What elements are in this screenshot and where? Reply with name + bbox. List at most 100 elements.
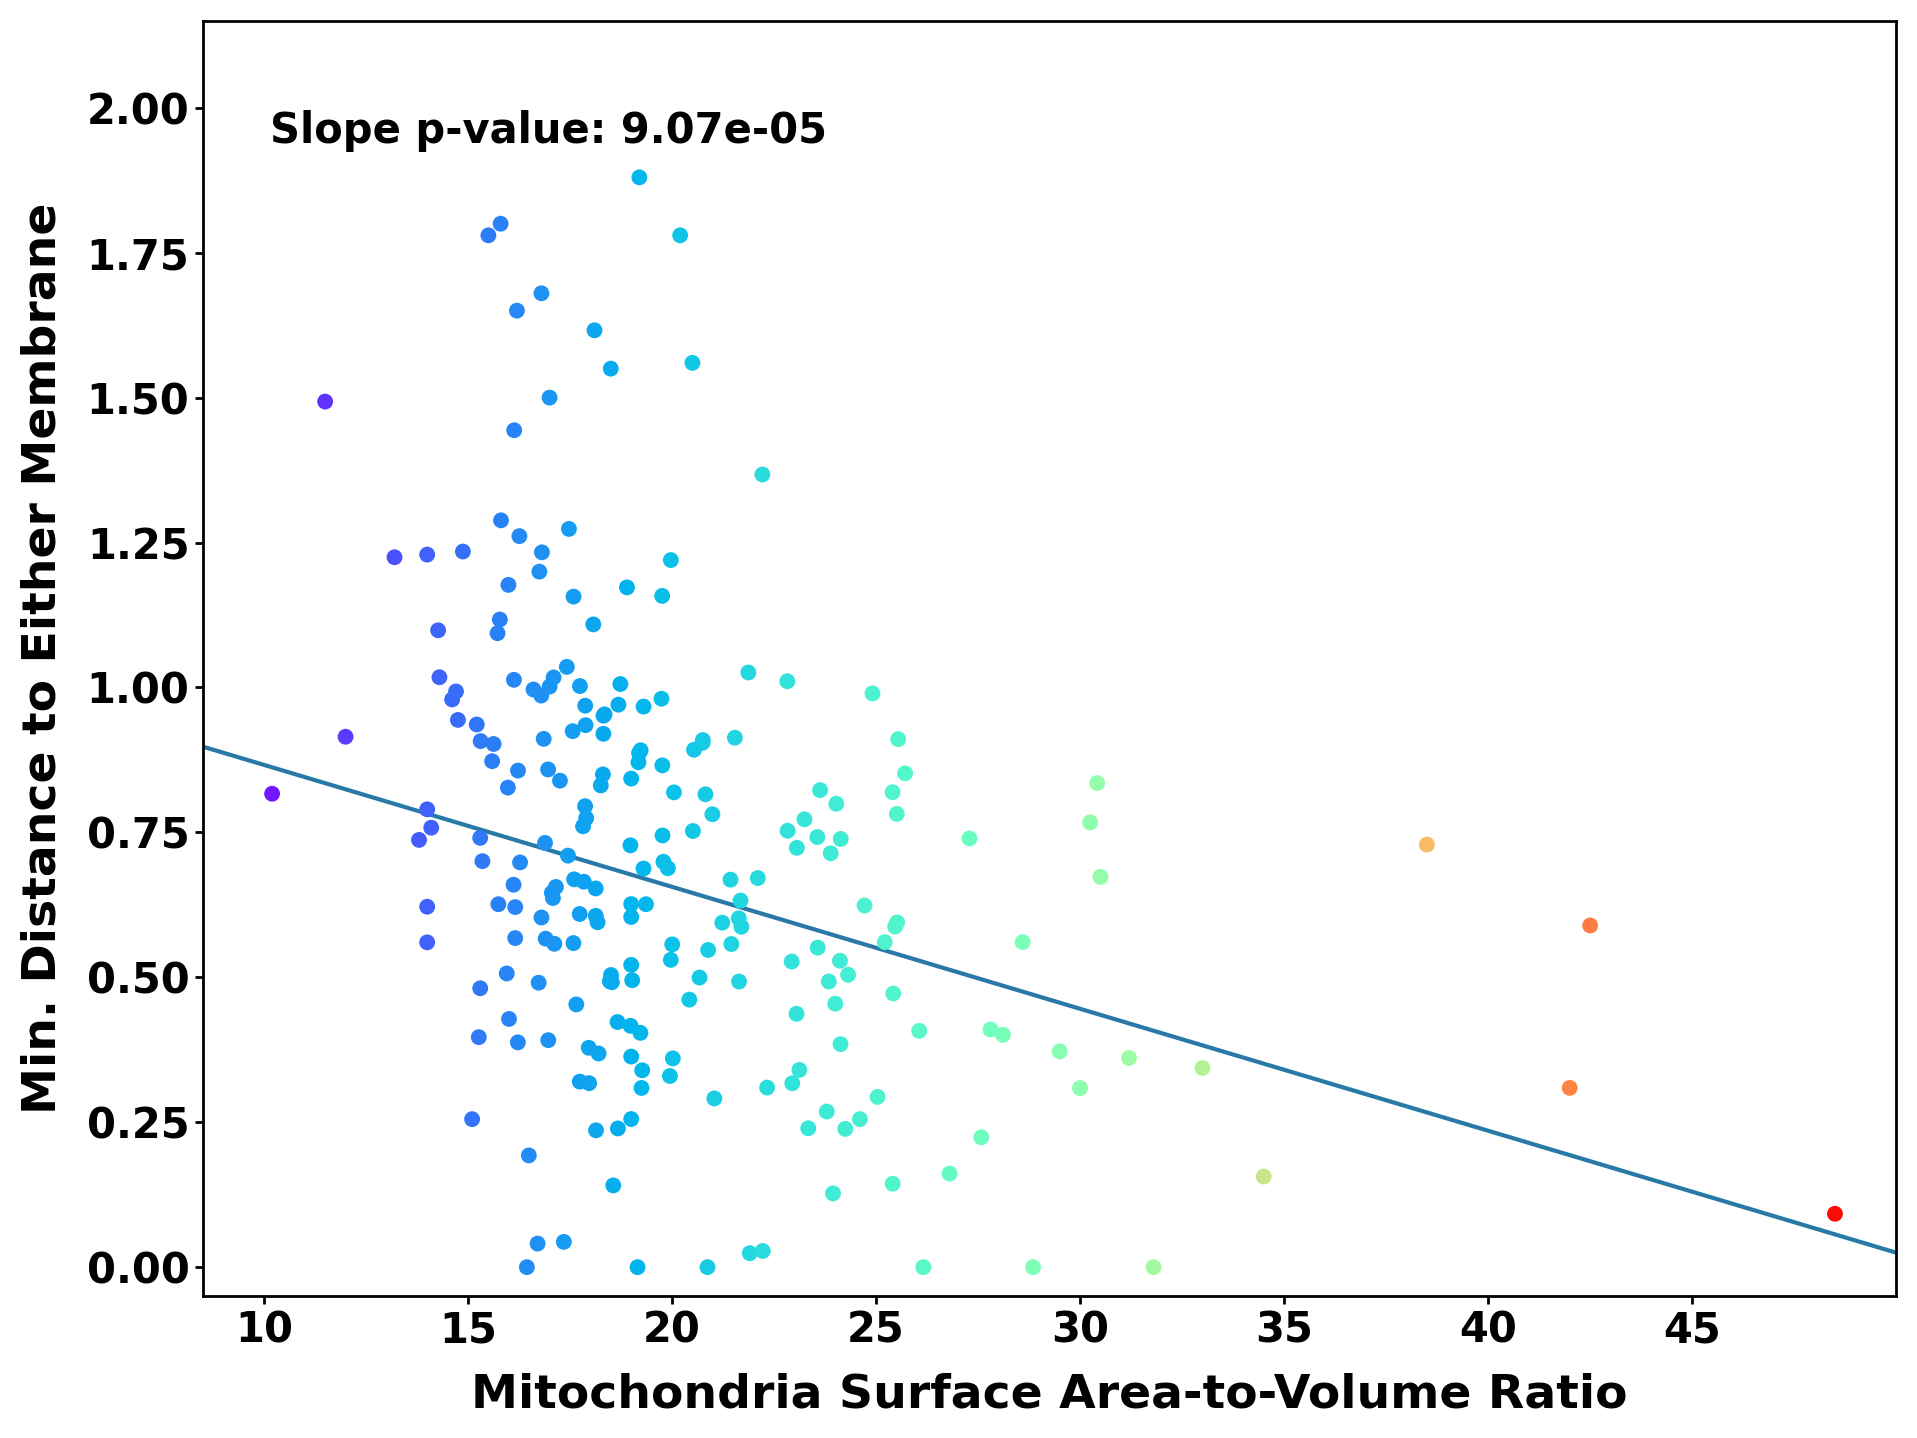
Point bbox=[502, 1031, 533, 1054]
Point bbox=[623, 742, 654, 765]
Point bbox=[462, 713, 493, 736]
Point bbox=[416, 817, 447, 840]
Point bbox=[648, 754, 679, 777]
Point bbox=[518, 677, 548, 700]
Point bbox=[473, 224, 504, 247]
Point bbox=[976, 1018, 1006, 1041]
Point bbox=[776, 951, 807, 974]
Point bbox=[617, 969, 648, 992]
Point bbox=[627, 1058, 658, 1081]
Point bbox=[987, 1024, 1018, 1047]
Point bbox=[686, 732, 717, 755]
Point bbox=[529, 728, 560, 751]
Point bbox=[558, 585, 589, 608]
Point bbox=[558, 932, 589, 955]
Point bbox=[602, 1117, 633, 1140]
Point bbox=[748, 1240, 778, 1263]
Point bbox=[811, 1100, 842, 1123]
Point bbox=[955, 827, 985, 850]
Point bbox=[495, 1008, 525, 1031]
Point bbox=[569, 695, 600, 718]
Point bbox=[464, 1025, 495, 1048]
Point bbox=[548, 1231, 579, 1254]
Point bbox=[483, 893, 514, 916]
Point bbox=[820, 992, 851, 1015]
Point bbox=[533, 758, 564, 781]
Point bbox=[813, 971, 843, 994]
Point bbox=[615, 1107, 646, 1130]
Point bbox=[525, 906, 556, 929]
Point bbox=[527, 541, 558, 564]
Point bbox=[684, 966, 715, 989]
Point bbox=[794, 1117, 824, 1140]
Point bbox=[424, 666, 454, 689]
Point bbox=[1411, 833, 1442, 856]
Point bbox=[884, 728, 914, 751]
Point bbox=[525, 684, 556, 707]
Point bbox=[493, 777, 523, 800]
Point bbox=[581, 1119, 612, 1142]
Point bbox=[564, 1070, 594, 1093]
Point bbox=[830, 1117, 861, 1140]
Point bbox=[466, 976, 497, 999]
Point bbox=[504, 525, 535, 548]
Point bbox=[562, 992, 592, 1015]
Point bbox=[412, 930, 443, 953]
Point bbox=[539, 666, 569, 689]
Point bbox=[311, 390, 341, 413]
Point bbox=[824, 949, 855, 972]
Point bbox=[441, 680, 472, 703]
Point bbox=[581, 877, 612, 900]
Point bbox=[832, 963, 863, 986]
Point bbox=[790, 808, 820, 831]
Point bbox=[882, 802, 912, 825]
Point bbox=[1075, 811, 1106, 834]
Point bbox=[801, 825, 832, 848]
Point bbox=[493, 574, 523, 597]
Point bbox=[1085, 866, 1116, 889]
X-axis label: Mitochondria Surface Area-to-Volume Ratio: Mitochondria Surface Area-to-Volume Rati… bbox=[472, 1372, 1628, 1418]
Point bbox=[849, 894, 880, 917]
Point bbox=[564, 903, 594, 926]
Point bbox=[725, 889, 755, 912]
Point bbox=[698, 802, 728, 825]
Point bbox=[615, 1014, 646, 1037]
Point bbox=[658, 933, 688, 956]
Point bbox=[579, 319, 610, 342]
Point bbox=[615, 893, 646, 916]
Point bbox=[583, 1043, 613, 1066]
Point bbox=[443, 709, 473, 732]
Point bbox=[529, 831, 560, 854]
Point bbox=[677, 820, 707, 843]
Point bbox=[776, 1071, 807, 1094]
Point bbox=[909, 1255, 939, 1278]
Point bbox=[498, 873, 529, 896]
Point bbox=[483, 621, 514, 644]
Point bbox=[727, 915, 757, 938]
Point bbox=[437, 687, 468, 710]
Point bbox=[692, 939, 723, 962]
Point bbox=[589, 703, 619, 726]
Point bbox=[648, 824, 679, 847]
Point bbox=[707, 912, 738, 935]
Point bbox=[845, 1107, 876, 1130]
Point bbox=[380, 546, 410, 569]
Point bbox=[500, 926, 531, 949]
Point bbox=[552, 656, 583, 679]
Point bbox=[784, 1058, 815, 1081]
Point bbox=[719, 726, 750, 749]
Point bbox=[523, 561, 554, 584]
Point bbox=[612, 575, 642, 598]
Point bbox=[541, 876, 571, 899]
Point bbox=[447, 541, 477, 564]
Point bbox=[717, 932, 748, 955]
Point bbox=[780, 1002, 811, 1025]
Point bbox=[656, 948, 686, 971]
Point bbox=[521, 1232, 552, 1255]
Point bbox=[1139, 1255, 1169, 1278]
Point bbox=[464, 827, 495, 850]
Point bbox=[531, 928, 562, 951]
Point bbox=[880, 915, 911, 938]
Point bbox=[631, 893, 661, 916]
Point bbox=[594, 969, 625, 992]
